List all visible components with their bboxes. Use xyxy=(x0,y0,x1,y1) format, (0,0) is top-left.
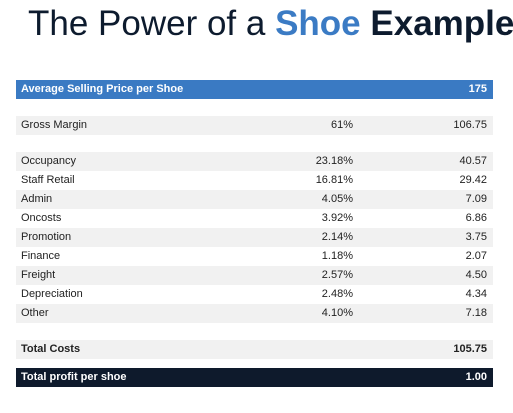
cost-pct: 3.92% xyxy=(321,212,353,224)
profit-value: 1.00 xyxy=(465,371,487,383)
table-row: Admin 4.05% 7.09 xyxy=(16,190,493,209)
total-costs-label: Total Costs xyxy=(21,343,81,355)
page-title: The Power of a Shoe Example xyxy=(28,2,513,46)
cost-value: 3.75 xyxy=(465,231,487,243)
cost-label: Staff Retail xyxy=(21,174,75,186)
cost-pct: 4.10% xyxy=(321,307,353,319)
gross-margin-value: 106.75 xyxy=(453,119,487,131)
table-row: Occupancy 23.18% 40.57 xyxy=(16,152,493,171)
cost-rows: Occupancy 23.18% 40.57 Staff Retail 16.81% 29… xyxy=(16,152,493,323)
cost-pct: 16.81% xyxy=(315,174,353,186)
header-label: Average Selling Price per Shoe xyxy=(21,83,184,95)
total-costs-value: 105.75 xyxy=(453,343,487,355)
table-row: Finance 1.18% 2.07 xyxy=(16,247,493,266)
cost-value: 2.07 xyxy=(465,250,487,262)
spacer xyxy=(16,359,493,368)
cost-label: Promotion xyxy=(21,231,72,243)
cost-value: 4.34 xyxy=(465,288,487,300)
cost-label: Depreciation xyxy=(21,288,83,300)
table-row: Staff Retail 16.81% 29.42 xyxy=(16,171,493,190)
table-row: Oncosts 3.92% 6.86 xyxy=(16,209,493,228)
cost-label: Admin xyxy=(21,193,53,205)
cost-value: 40.57 xyxy=(459,155,487,167)
spacer xyxy=(16,323,493,340)
profit-row: Total profit per shoe 1.00 xyxy=(16,368,493,387)
cost-pct: 4.05% xyxy=(321,193,353,205)
cost-pct: 2.14% xyxy=(321,231,353,243)
header-value: 175 xyxy=(468,83,487,95)
cost-label: Other xyxy=(21,307,49,319)
table-row: Depreciation 2.48% 4.34 xyxy=(16,285,493,304)
total-costs-row: Total Costs 105.75 xyxy=(16,340,493,359)
cost-pct: 1.18% xyxy=(321,250,353,262)
title-text-1: The Power of a xyxy=(28,4,276,43)
cost-value: 29.42 xyxy=(459,174,487,186)
cost-pct: 2.48% xyxy=(321,288,353,300)
cost-pct: 23.18% xyxy=(315,155,353,167)
cost-value: 7.18 xyxy=(465,307,487,319)
cost-label: Freight xyxy=(21,269,56,281)
cost-table: Average Selling Price per Shoe 175 Gross… xyxy=(16,80,493,387)
profit-label: Total profit per shoe xyxy=(21,371,127,383)
cost-value: 7.09 xyxy=(465,193,487,205)
cost-label: Finance xyxy=(21,250,61,262)
table-row: Promotion 2.14% 3.75 xyxy=(16,228,493,247)
cost-label: Oncosts xyxy=(21,212,62,224)
cost-label: Occupancy xyxy=(21,155,77,167)
header-row: Average Selling Price per Shoe 175 xyxy=(16,80,493,99)
cost-value: 6.86 xyxy=(465,212,487,224)
cost-value: 4.50 xyxy=(465,269,487,281)
gross-margin-pct: 61% xyxy=(330,119,353,131)
table-row: Freight 2.57% 4.50 xyxy=(16,266,493,285)
gross-margin-label: Gross Margin xyxy=(21,119,88,131)
title-text-2: Example xyxy=(360,4,513,43)
table-row: Other 4.10% 7.18 xyxy=(16,304,493,323)
spacer xyxy=(16,135,493,152)
cost-pct: 2.57% xyxy=(321,269,353,281)
title-accent: Shoe xyxy=(275,4,361,43)
gross-margin-row: Gross Margin 61% 106.75 xyxy=(16,116,493,135)
spacer xyxy=(16,99,493,116)
